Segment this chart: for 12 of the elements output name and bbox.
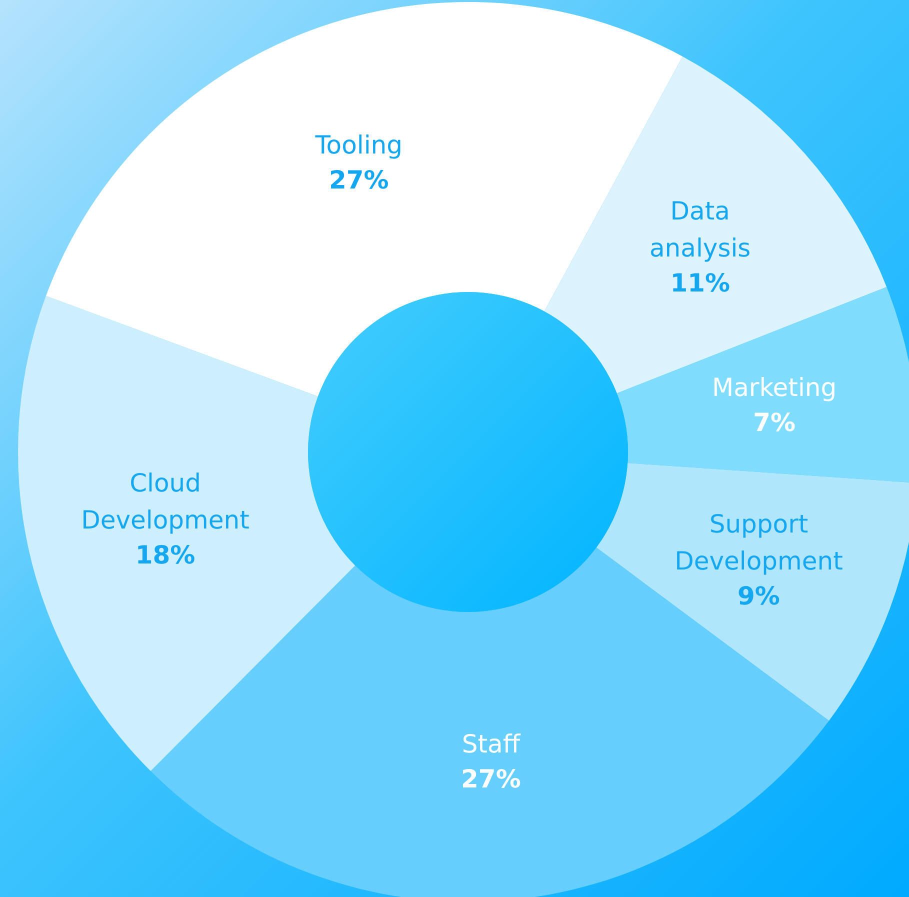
data-label: 7% — [753, 408, 796, 438]
slice-label: Marketing — [712, 373, 837, 402]
data-label: 9% — [738, 582, 780, 611]
slice-label: Tooling — [314, 130, 402, 160]
slice-label: Cloud Development — [81, 468, 250, 535]
data-label: 18% — [135, 540, 196, 570]
data-label: 11% — [670, 268, 730, 298]
slice-label: Support Development — [674, 510, 844, 576]
data-label: 27% — [328, 165, 389, 194]
data-label: 27% — [461, 764, 521, 794]
slice-label: Data analysis — [649, 196, 751, 263]
slice-label: Staff — [462, 730, 521, 759]
